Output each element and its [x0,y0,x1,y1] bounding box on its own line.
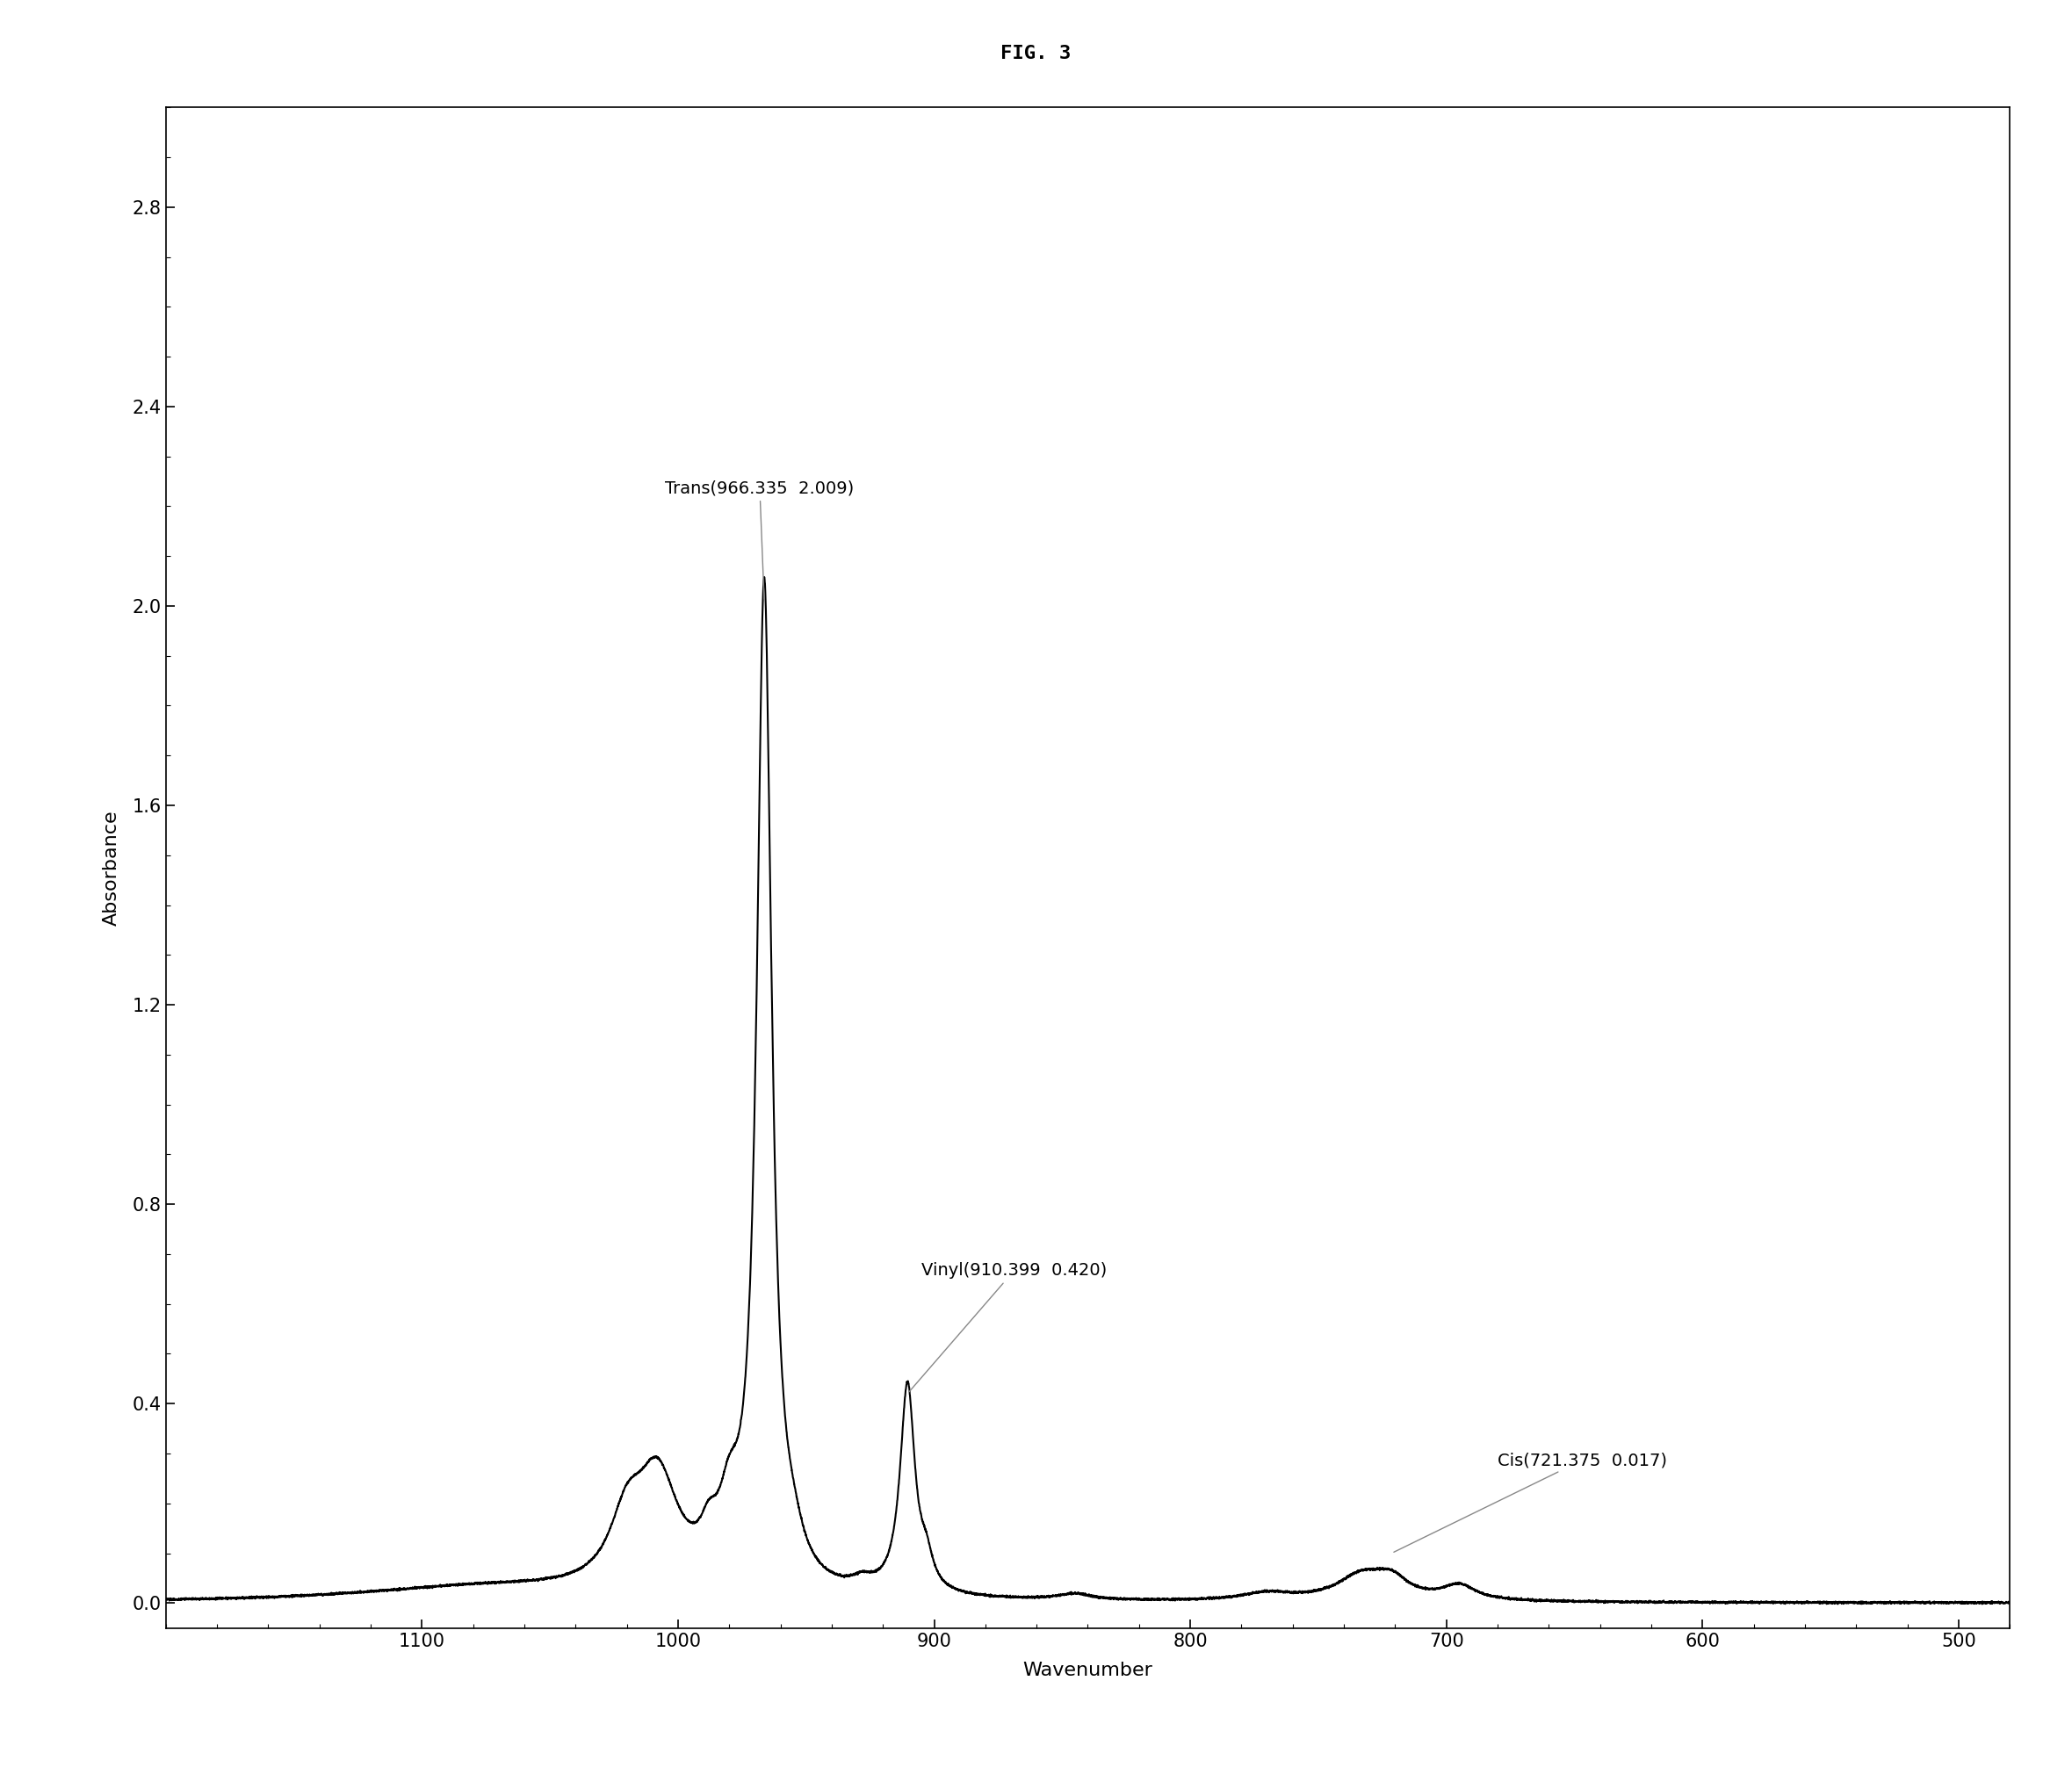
Y-axis label: Absorbance: Absorbance [102,810,120,925]
Text: Vinyl(910.399  0.420): Vinyl(910.399 0.420) [910,1263,1106,1392]
X-axis label: Wavenumber: Wavenumber [1024,1662,1152,1680]
Text: FIG. 3: FIG. 3 [1001,45,1071,63]
Text: Trans(966.335  2.009): Trans(966.335 2.009) [665,479,854,599]
Text: Cis(721.375  0.017): Cis(721.375 0.017) [1394,1451,1668,1553]
